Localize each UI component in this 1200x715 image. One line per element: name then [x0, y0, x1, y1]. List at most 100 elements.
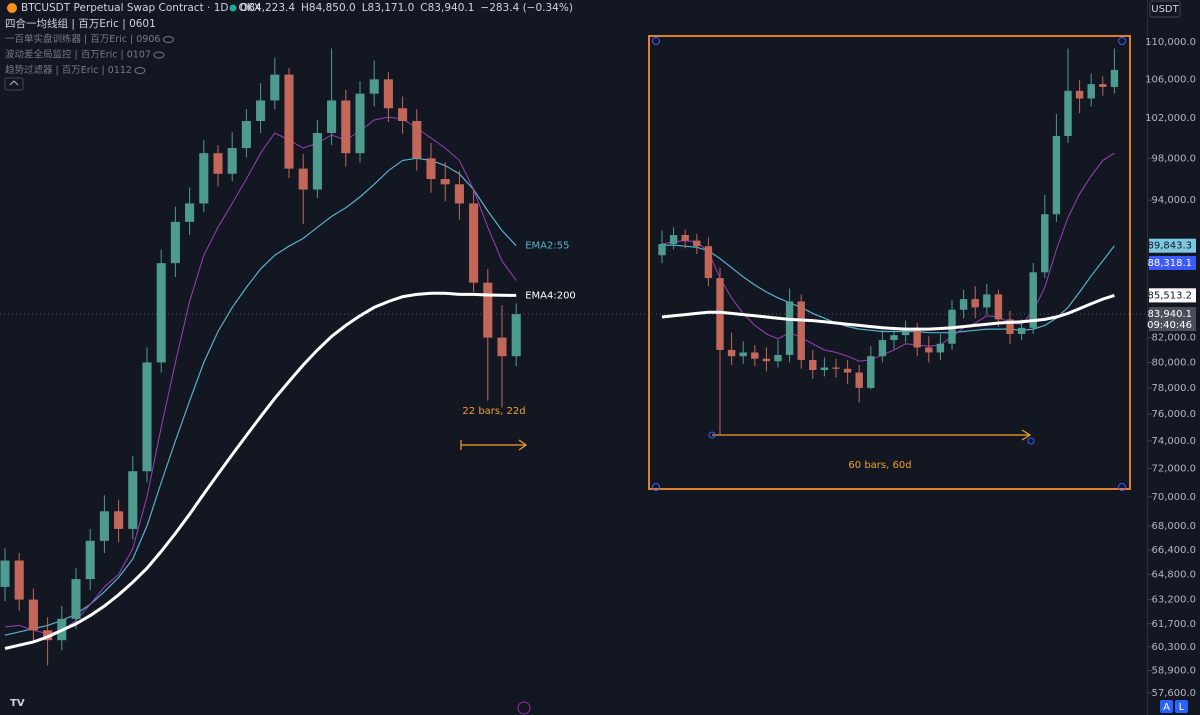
candle-body — [241, 121, 251, 149]
bolt-icon[interactable] — [517, 701, 531, 715]
y-tick-label: 74,000.0 — [1151, 436, 1196, 447]
price-label: 89,843.3 — [1147, 241, 1192, 252]
candle-body — [170, 221, 180, 264]
candle-body — [440, 179, 450, 185]
y-tick-label: 60,300.0 — [1151, 642, 1196, 653]
ohlc-value: L83,171.0 — [362, 2, 415, 14]
y-tick-label: 61,700.0 — [1151, 619, 1196, 630]
candle-body — [809, 359, 817, 371]
candle-body — [0, 560, 10, 587]
candle-body — [71, 579, 81, 619]
y-tick-label: 102,000.0 — [1145, 113, 1196, 124]
candle-body — [369, 79, 379, 94]
range-handle — [1027, 437, 1035, 445]
candle-body — [199, 153, 209, 204]
candle-body — [483, 282, 493, 338]
candle-body — [797, 301, 805, 360]
candle-body — [832, 367, 840, 369]
candle-body — [751, 352, 759, 359]
ema-line — [661, 152, 1115, 362]
candle-body — [99, 511, 109, 541]
candle-body — [936, 343, 945, 353]
candle-body — [681, 235, 689, 241]
candle-body — [1017, 327, 1026, 334]
eye-icon — [153, 51, 165, 59]
ohlc-value: C83,940.1 — [420, 2, 474, 14]
range-annotation: 60 bars, 60d — [848, 460, 911, 471]
candle-body — [312, 132, 322, 190]
range-handle — [708, 431, 716, 439]
candle-body — [128, 471, 138, 529]
zoom-box — [648, 35, 1131, 490]
y-tick-label: 94,000.0 — [1151, 195, 1196, 206]
candle-body — [716, 278, 724, 350]
candle-body — [774, 354, 782, 362]
candle-body — [971, 299, 979, 308]
box-handles — [652, 37, 1126, 491]
candle-body — [85, 540, 95, 580]
candle-body — [1052, 135, 1061, 215]
ema-label: EMA4:200 — [525, 290, 576, 301]
candle-body — [925, 347, 933, 353]
ohlc-value: O84,223.4 — [240, 2, 295, 14]
candle-body — [28, 599, 38, 631]
y-tick-label: 110,000.0 — [1145, 37, 1196, 48]
eye-icon — [162, 36, 174, 43]
scale-button[interactable] — [1175, 700, 1188, 713]
candle-body — [156, 263, 166, 363]
candle-body — [1041, 214, 1049, 273]
y-tick-label: 68,000.0 — [1151, 521, 1196, 532]
range-arrows — [460, 429, 1032, 451]
candle-body — [355, 93, 365, 154]
y-tick-label: 64,800.0 — [1151, 569, 1196, 580]
candle-body — [298, 168, 308, 190]
candle-body — [739, 352, 747, 357]
range-annotation: 22 bars, 22d — [462, 406, 525, 417]
candle-body — [855, 372, 863, 388]
candle-body — [142, 362, 152, 472]
candle-body — [878, 340, 887, 357]
indicator-label: 波动差全局监控 | 百万Eric | 0107 — [5, 49, 151, 61]
scale-button[interactable] — [1160, 700, 1173, 713]
candle-body — [341, 100, 351, 154]
ohlc-value: −283.4 (−0.34%) — [480, 2, 573, 14]
y-tick-label: 80,000.0 — [1151, 357, 1196, 368]
candle-body — [785, 301, 794, 355]
candle-body — [469, 203, 479, 283]
candle-body — [43, 630, 53, 641]
ema-line — [4, 291, 517, 650]
candle-body — [511, 314, 521, 357]
y-tick-label: 70,000.0 — [1151, 492, 1196, 503]
indicator-label: 一百单实盘训练器 | 百万Eric | 0906 — [5, 33, 160, 45]
candle-body — [669, 235, 678, 244]
candle-body — [454, 184, 464, 204]
y-tick-label: 98,000.0 — [1151, 153, 1196, 164]
y-tick-label: 72,000.0 — [1151, 463, 1196, 474]
candle-body — [820, 367, 829, 371]
candle-body — [1110, 69, 1119, 87]
candle-body — [1064, 90, 1072, 136]
ema-label: EMA2:55 — [525, 241, 569, 252]
indicator-label: 趋势过滤器 | 百万Eric | 0112 — [5, 64, 132, 76]
candle-body — [497, 337, 507, 357]
candle-body — [1029, 272, 1037, 328]
currency-button[interactable] — [1149, 0, 1181, 18]
price-label: 85,513.2 — [1147, 290, 1192, 301]
currency[interactable]: USDT — [1151, 4, 1179, 15]
y-tick-label: 57,600.0 — [1151, 688, 1196, 699]
candle-body — [185, 203, 195, 222]
candle-body — [843, 368, 852, 373]
candle-body — [398, 108, 408, 122]
candle-body — [901, 329, 910, 336]
candle-body — [658, 243, 666, 256]
collapse-button[interactable] — [4, 77, 24, 91]
candle-body — [14, 560, 24, 600]
candle-body — [270, 74, 280, 101]
candle-body — [762, 358, 771, 362]
indicator-label: 四合一均线组 | 百万Eric | 0601 — [5, 17, 156, 30]
candle-body — [913, 329, 921, 348]
candle-body — [412, 121, 422, 159]
